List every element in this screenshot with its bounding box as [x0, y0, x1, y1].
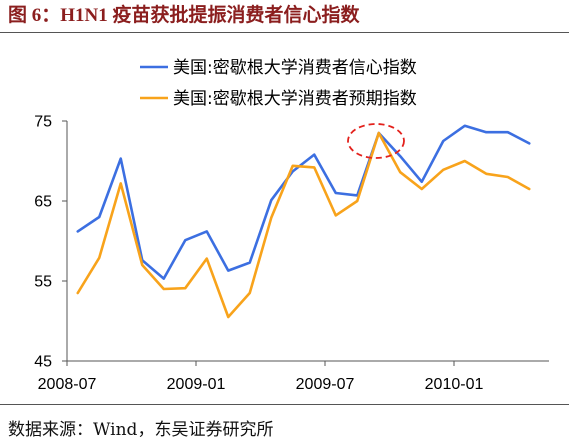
y-tick-label: 65 — [34, 194, 52, 211]
source-divider — [0, 404, 569, 405]
series-line-consumer-sentiment — [76, 124, 531, 280]
series-group — [76, 124, 531, 319]
highlight-ellipse — [347, 123, 405, 159]
legend-label-consumer-sentiment: 美国:密歇根大学消费者信心指数 — [173, 58, 417, 78]
x-tick-label: 2009-01 — [167, 376, 226, 393]
figure-source: 数据来源：Wind，东吴证券研究所 — [8, 420, 274, 440]
y-tick-label: 75 — [34, 114, 52, 131]
y-axis-ticks: 45 55 65 75 — [34, 114, 67, 371]
series-line-consumer-expectations — [76, 131, 531, 319]
y-tick-label: 45 — [34, 354, 52, 371]
x-tick-label: 2009-07 — [296, 376, 355, 393]
x-tick-label: 2008-07 — [38, 376, 97, 393]
x-axis-ticks: 2008-07 2009-01 2009-07 2010-01 — [38, 361, 484, 393]
title-divider — [0, 32, 569, 33]
figure-title: 图 6：H1N1 疫苗获批提振消费者信心指数 — [8, 5, 360, 26]
y-tick-label: 55 — [34, 274, 52, 291]
legend: 美国:密歇根大学消费者信心指数 美国:密歇根大学消费者预期指数 — [140, 58, 417, 109]
legend-label-consumer-expectations: 美国:密歇根大学消费者预期指数 — [173, 89, 417, 109]
x-tick-label: 2010-01 — [425, 376, 484, 393]
